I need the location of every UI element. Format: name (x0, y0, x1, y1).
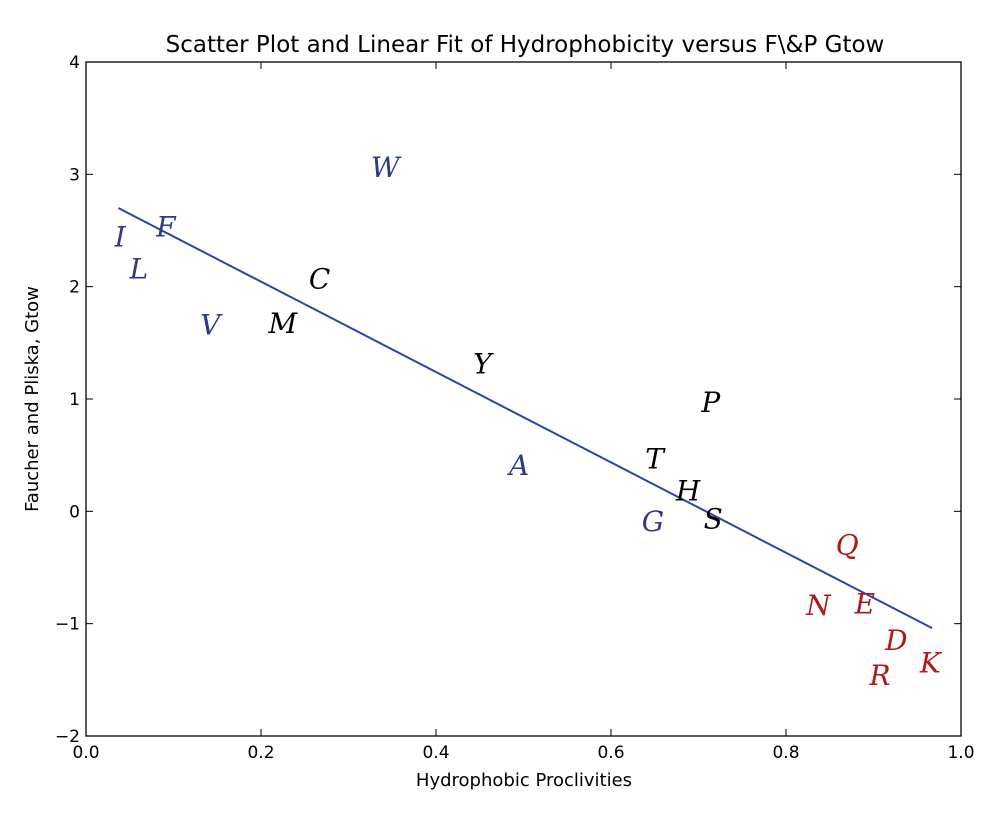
data-point-L: L (129, 252, 149, 285)
data-point-H: H (675, 475, 701, 508)
y-tick-label: 4 (69, 53, 80, 73)
x-tick-label: 0.8 (772, 743, 799, 763)
data-point-K: K (919, 646, 943, 679)
y-tick-label: 2 (69, 278, 80, 298)
y-tick-label: −1 (55, 615, 80, 635)
data-point-Q: Q (836, 529, 859, 562)
y-tick-label: −2 (55, 727, 80, 747)
x-axis-label: Hydrophobic Proclivities (416, 770, 632, 791)
data-point-F: F (155, 210, 177, 243)
data-point-R: R (868, 659, 890, 692)
data-point-G: G (642, 505, 664, 538)
x-tick-label: 0.2 (247, 743, 274, 763)
data-point-E: E (854, 588, 875, 621)
data-point-M: M (268, 307, 299, 340)
y-tick-label: 0 (69, 502, 80, 522)
chart-title: Scatter Plot and Linear Fit of Hydrophob… (166, 32, 885, 58)
data-point-I: I (114, 221, 127, 254)
x-tick-label: 0.6 (597, 743, 624, 763)
x-tick-label: 1.0 (947, 743, 974, 763)
linear-fit-line (117, 207, 933, 630)
data-point-W: W (371, 151, 402, 184)
data-point-V: V (200, 308, 223, 341)
data-point-T: T (645, 443, 666, 476)
data-point-S: S (704, 502, 723, 535)
x-tick-label: 0.4 (422, 743, 449, 763)
data-point-C: C (309, 262, 330, 295)
data-point-Y: Y (473, 348, 494, 381)
data-point-D: D (884, 624, 907, 657)
data-point-A: A (506, 449, 529, 482)
data-point-P: P (700, 386, 721, 419)
y-tick-label: 1 (69, 390, 80, 410)
x-tick-label: 0.0 (72, 743, 99, 763)
data-point-N: N (805, 589, 832, 622)
plot-frame (85, 61, 962, 737)
y-tick-label: 3 (69, 165, 80, 185)
y-axis-label: Faucher and Pliska, Gtow (22, 286, 43, 512)
